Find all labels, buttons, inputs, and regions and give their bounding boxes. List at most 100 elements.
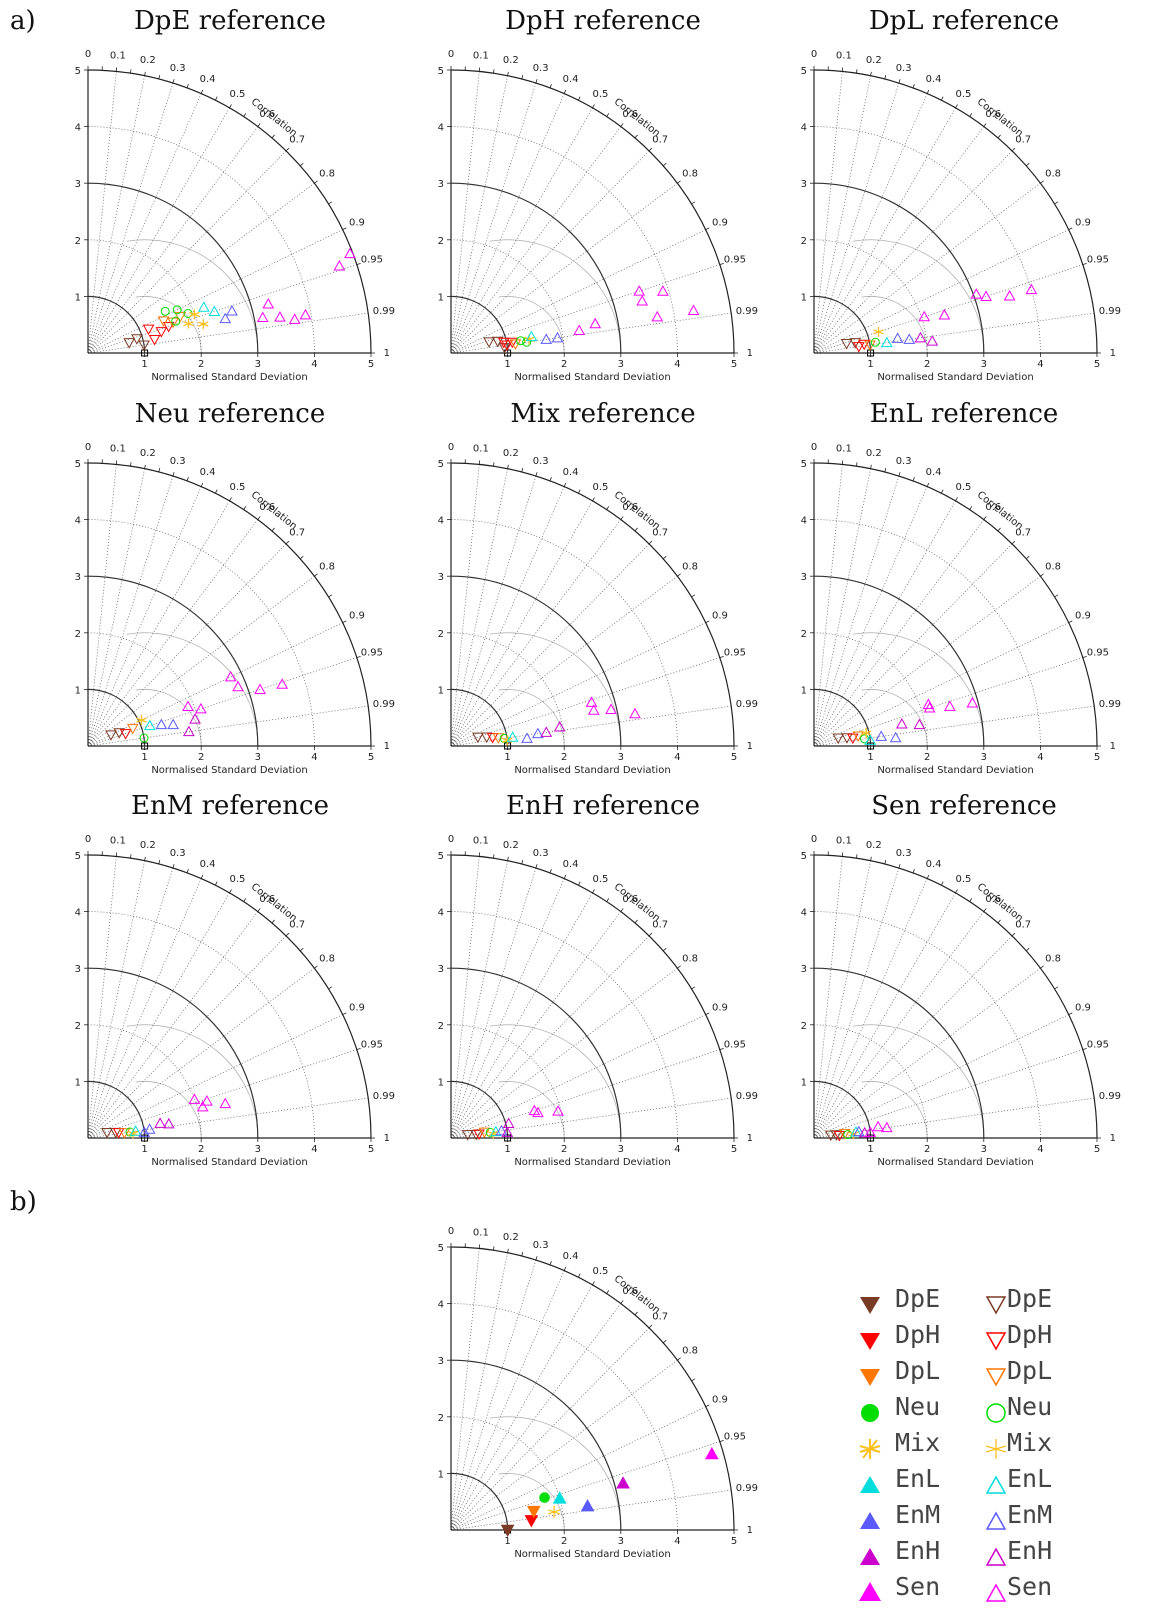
marker-dph xyxy=(155,327,168,338)
correlation-tick-label: 0.95 xyxy=(361,255,383,266)
correlation-tick-label: 1 xyxy=(1110,741,1116,752)
x-axis-title: Normalised Standard Deviation xyxy=(151,372,307,383)
marker-neu xyxy=(125,1127,135,1137)
correlation-ray xyxy=(813,1049,1083,1139)
marker-sen xyxy=(651,310,664,322)
correlation-tick xyxy=(955,497,958,502)
legend-label-dpe-filled: DpE xyxy=(895,1284,941,1313)
correlation-tick xyxy=(521,860,524,865)
rms-isoline xyxy=(861,1081,928,1139)
correlation-ray xyxy=(87,543,287,747)
correlation-tick xyxy=(691,1378,696,1382)
correlation-tick-label: 0.7 xyxy=(1015,135,1031,146)
sd-arc xyxy=(450,1472,509,1531)
correlation-ray xyxy=(87,500,230,747)
outer-arc xyxy=(813,69,1098,354)
rms-isoline xyxy=(852,239,985,354)
marker-dpe xyxy=(113,728,126,739)
sd-arc-dotted xyxy=(450,1416,565,1531)
correlation-tick-label: 0.1 xyxy=(110,444,126,455)
correlation-tick xyxy=(856,462,858,467)
outer-arc xyxy=(87,462,372,747)
rms-isoline xyxy=(126,239,259,354)
marker-dpe xyxy=(841,733,853,744)
marker-enh xyxy=(553,720,566,732)
correlation-ray xyxy=(87,705,369,747)
marker-sen xyxy=(633,285,646,296)
correlation-tick xyxy=(299,555,304,560)
x-tick-label: 5 xyxy=(731,752,737,763)
marker-sen xyxy=(589,317,602,329)
correlation-tick-label: 0.7 xyxy=(652,1312,668,1323)
correlation-tick xyxy=(493,69,495,74)
taylor-diagram-enh: 0 0.1 0.2 0.3 0.4 0.5 0.6 0.7 0.8 0.9 0.95 0.99 1 Cor… xyxy=(438,834,758,1168)
legend-marker-dph-open xyxy=(985,1332,1007,1351)
correlation-ray xyxy=(813,500,956,747)
correlation-tick-label: 0.4 xyxy=(200,467,216,478)
correlation-ray xyxy=(813,860,871,1139)
marker-dph xyxy=(119,729,132,740)
correlation-ray xyxy=(450,657,720,747)
correlation-tick-label: 0.8 xyxy=(682,1346,698,1357)
correlation-tick-label: 0.7 xyxy=(1015,528,1031,539)
correlation-tick xyxy=(172,472,175,477)
correlation-tick-label: 0.95 xyxy=(361,648,383,659)
correlation-tick xyxy=(577,489,581,494)
correlation-tick-label: 0.9 xyxy=(712,1395,728,1406)
correlation-tick xyxy=(200,482,204,487)
correlation-ray xyxy=(87,126,259,354)
correlation-tick xyxy=(969,113,973,117)
correlation-tick xyxy=(130,462,132,467)
correlation-label: Correlation xyxy=(612,881,662,924)
correlation-tick-label: 0.99 xyxy=(373,699,395,710)
correlation-tick xyxy=(200,89,204,94)
chart-title-sen: Sen reference xyxy=(871,791,1057,821)
correlation-tick xyxy=(719,656,724,659)
correlation-tick-label: 0.1 xyxy=(110,836,126,847)
marker-sen xyxy=(333,259,346,271)
correlation-tick-label: 0 xyxy=(85,442,91,453)
correlation-tick xyxy=(983,908,987,912)
correlation-tick xyxy=(1011,540,1016,545)
marker-enh xyxy=(154,1117,166,1128)
correlation-tick xyxy=(662,162,667,167)
correlation-tick xyxy=(955,889,958,894)
correlation-ray xyxy=(450,264,720,354)
correlation-tick-label: 0.5 xyxy=(592,89,608,100)
correlation-tick xyxy=(691,986,696,990)
correlation-tick xyxy=(1054,986,1059,990)
y-tick-label: 3 xyxy=(75,964,81,975)
correlation-tick xyxy=(257,123,261,127)
correlation-tick-label: 0.8 xyxy=(1045,562,1061,573)
correlation-tick-label: 0.4 xyxy=(563,1251,579,1262)
panel-label-b: b) xyxy=(10,1187,37,1217)
correlation-tick xyxy=(507,71,509,76)
marker-enm xyxy=(143,1123,156,1134)
correlation-ray xyxy=(87,229,343,354)
y-tick-label: 3 xyxy=(801,572,807,583)
x-tick-label: 4 xyxy=(311,359,317,370)
correlation-ray xyxy=(450,82,537,354)
correlation-ray xyxy=(450,1284,593,1531)
correlation-tick-label: 1 xyxy=(384,741,390,752)
correlation-tick xyxy=(691,201,696,205)
sd-arc-dotted xyxy=(450,1303,678,1531)
correlation-ray xyxy=(813,867,900,1139)
correlation-tick xyxy=(507,1248,509,1253)
correlation-tick-label: 0.5 xyxy=(955,874,971,885)
marker-enl xyxy=(525,330,538,342)
correlation-tick-label: 0 xyxy=(811,49,817,60)
correlation-tick-label: 0 xyxy=(85,49,91,60)
correlation-ray xyxy=(450,911,622,1139)
x-tick-label: 3 xyxy=(618,752,624,763)
sd-arc xyxy=(87,1080,146,1139)
correlation-ray xyxy=(87,71,117,354)
correlation-tick xyxy=(328,201,333,205)
correlation-tick xyxy=(620,1300,624,1304)
correlation-tick xyxy=(705,227,710,231)
x-tick-label: 2 xyxy=(198,752,204,763)
marker-sen xyxy=(629,707,641,719)
rms-isoline xyxy=(489,1416,622,1531)
marker-sen xyxy=(219,1097,232,1109)
correlation-ray xyxy=(450,486,565,747)
